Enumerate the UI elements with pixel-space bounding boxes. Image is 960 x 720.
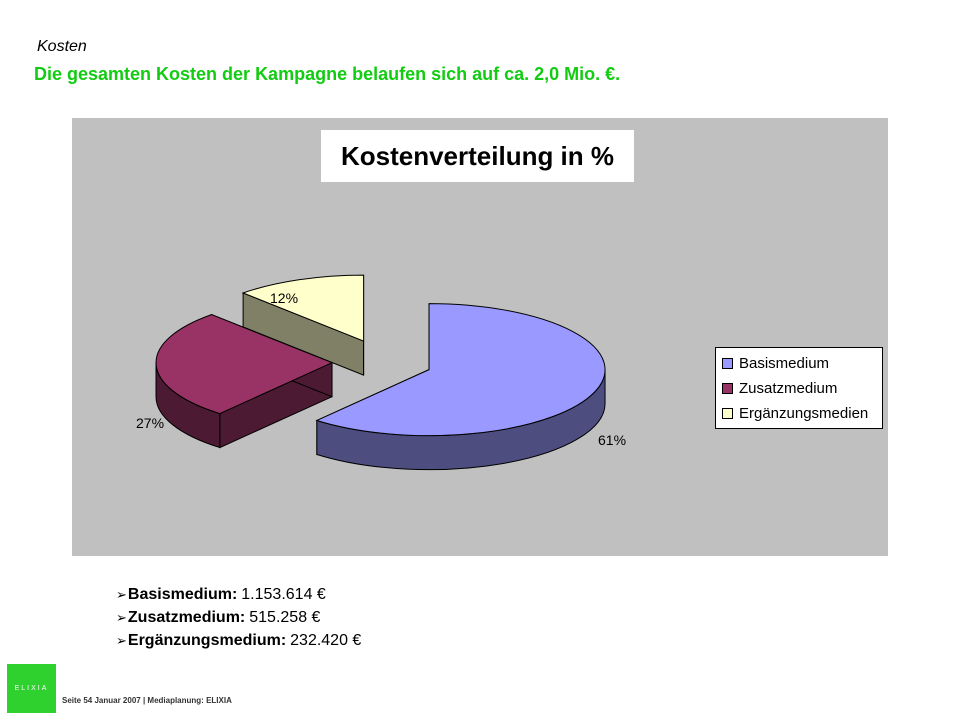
detail-value: 1.153.614 € — [241, 586, 326, 603]
legend-swatch — [722, 383, 733, 394]
detail-value: 515.258 € — [249, 609, 321, 626]
arrow-bullet-icon: ➢ — [116, 610, 127, 625]
slice-top — [315, 303, 606, 437]
detail-name: Basismedium: — [127, 586, 238, 603]
detail-row-ergaenzungsmedium: ➢ Ergänzungsmedium: 232.420 € — [116, 629, 361, 652]
legend-item: Ergänzungsmedien — [722, 401, 882, 426]
arrow-bullet-icon: ➢ — [116, 587, 127, 602]
section-label: Kosten — [37, 38, 87, 55]
pie-chart — [155, 274, 606, 471]
footer: Seite 54 Januar 2007 | Mediaplanung: ELI… — [62, 696, 232, 705]
legend-label: Zusatzmedium — [739, 380, 838, 397]
pie-slice-basismedium — [315, 303, 606, 471]
detail-row-basismedium: ➢ Basismedium: 1.153.614 € — [116, 583, 361, 606]
detail-value: 232.420 € — [290, 632, 362, 649]
detail-row-zusatzmedium: ➢ Zusatzmedium: 515.258 € — [116, 606, 361, 629]
legend-swatch — [722, 358, 733, 369]
elixia-logo: ELIXIA — [7, 664, 56, 713]
arrow-bullet-icon: ➢ — [116, 633, 127, 648]
chart-panel: Kostenverteilung in % 61% 27% 12% Basism… — [72, 118, 888, 556]
legend-label: Ergänzungsmedien — [739, 405, 869, 422]
detail-name: Zusatzmedium: — [127, 609, 246, 626]
legend-label: Basismedium — [739, 355, 830, 372]
pie-slice-zusatzmedium — [155, 313, 334, 449]
chart-title: Kostenverteilung in % — [321, 130, 634, 182]
detail-name: Ergänzungsmedium: — [127, 632, 287, 649]
cost-details: ➢ Basismedium: 1.153.614 € ➢ Zusatzmediu… — [116, 583, 361, 652]
headline: Die gesamten Kosten der Kampagne belaufe… — [34, 64, 621, 84]
data-label-ergaenzungsmedien: 12% — [270, 290, 299, 306]
legend-item: Zusatzmedium — [722, 376, 882, 401]
legend-item: Basismedium — [722, 351, 882, 376]
data-label-zusatzmedium: 27% — [136, 415, 165, 431]
data-label-basismedium: 61% — [598, 432, 627, 448]
slice-top — [155, 314, 334, 415]
chart-legend: Basismedium Zusatzmedium Ergänzungsmedie… — [715, 347, 883, 429]
slice-top — [241, 274, 365, 342]
pie-slice-ergaenzungsmedien — [241, 274, 365, 376]
legend-swatch — [722, 408, 733, 419]
